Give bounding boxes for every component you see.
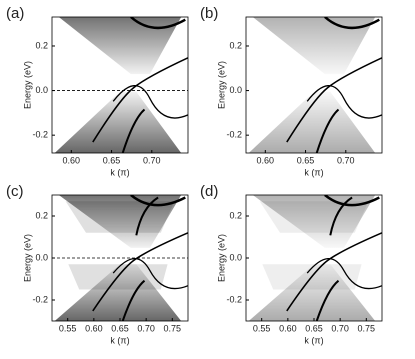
y-tick-label: 0.0	[229, 252, 242, 262]
y-tick-label: -0.2	[226, 294, 242, 304]
band-line	[324, 17, 380, 30]
band-line	[306, 85, 382, 119]
band-line	[112, 85, 188, 119]
y-tick-label: -0.2	[226, 130, 242, 140]
panel: 0.60 0.65 0.70 -0.2 0.0 0.2 k (π) Energy (eV) (a…	[6, 5, 189, 177]
band-line	[306, 257, 382, 290]
band-line	[92, 232, 188, 312]
lower-band	[248, 264, 376, 321]
upper-band	[58, 195, 182, 248]
band-line	[121, 108, 146, 153]
band-line	[286, 57, 382, 143]
x-tick-label: 0.75	[164, 323, 182, 333]
y-axis-label: Energy (eV)	[216, 234, 226, 282]
panel-label: (a)	[6, 5, 24, 22]
x-axis-label: k (π)	[110, 335, 129, 345]
lower-band	[54, 91, 182, 153]
x-tick-label: 0.65	[305, 323, 323, 333]
y-tick-label: 0.2	[229, 210, 242, 220]
x-tick-label: 0.70	[143, 155, 161, 165]
band-line	[315, 108, 340, 153]
plot-frame	[51, 16, 189, 154]
upper-band	[252, 195, 376, 248]
band-line	[130, 17, 186, 30]
band-line	[315, 279, 340, 321]
band-line	[92, 57, 188, 143]
y-tick-label: -0.2	[32, 294, 48, 304]
lower-band	[248, 91, 376, 153]
x-tick-label: 0.60	[279, 323, 297, 333]
x-tick-label: 0.70	[137, 323, 155, 333]
x-tick-label: 0.60	[63, 155, 81, 165]
band-line	[135, 196, 159, 236]
y-tick-label: 0.0	[35, 252, 48, 262]
x-tick-label: 0.60	[85, 323, 103, 333]
band-line	[121, 279, 146, 321]
y-axis-label: Energy (eV)	[22, 234, 32, 282]
panel-label: (d)	[200, 183, 218, 200]
x-axis-label: k (π)	[110, 167, 129, 177]
x-axis-label: k (π)	[304, 335, 323, 345]
x-tick-label: 0.65	[103, 155, 121, 165]
x-tick-label: 0.70	[337, 155, 355, 165]
y-tick-label: 0.2	[35, 210, 48, 220]
y-tick-label: 0.0	[229, 85, 242, 95]
x-tick-label: 0.55	[59, 323, 77, 333]
band-line	[324, 195, 380, 207]
y-axis-label: Energy (eV)	[216, 61, 226, 109]
x-tick-label: 0.55	[253, 323, 271, 333]
band-line	[329, 196, 353, 236]
band-line	[112, 257, 188, 290]
y-axis-label: Energy (eV)	[22, 61, 32, 109]
x-tick-label: 0.65	[297, 155, 315, 165]
spectral-image	[54, 195, 188, 321]
plot-frame	[245, 16, 383, 154]
band-line	[286, 232, 382, 312]
x-tick-label: 0.60	[257, 155, 275, 165]
x-tick-label: 0.65	[111, 323, 129, 333]
y-tick-label: 0.2	[35, 40, 48, 50]
x-tick-label: 0.70	[331, 323, 349, 333]
y-tick-label: -0.2	[32, 130, 48, 140]
upper-band	[58, 17, 182, 75]
panel-label: (c)	[6, 183, 24, 200]
lower-band	[54, 264, 182, 321]
spectral-image	[54, 17, 188, 153]
panel: 0.55 0.60 0.65 0.70 0.75 -0.2 0.0 0.2 k (π) Energ…	[200, 183, 383, 345]
spectral-image	[248, 195, 382, 321]
spectral-image	[248, 17, 382, 153]
y-tick-label: 0.2	[229, 40, 242, 50]
panel-label: (b)	[200, 5, 218, 22]
x-axis-label: k (π)	[304, 167, 323, 177]
upper-band	[252, 17, 376, 75]
band-line	[130, 195, 186, 207]
x-tick-label: 0.75	[358, 323, 376, 333]
y-tick-label: 0.0	[35, 85, 48, 95]
panel: 0.60 0.65 0.70 -0.2 0.0 0.2 k (π) Energy (eV) (b…	[200, 5, 383, 177]
panel: 0.55 0.60 0.65 0.70 0.75 -0.2 0.0 0.2 k (π) Energ…	[6, 183, 189, 345]
